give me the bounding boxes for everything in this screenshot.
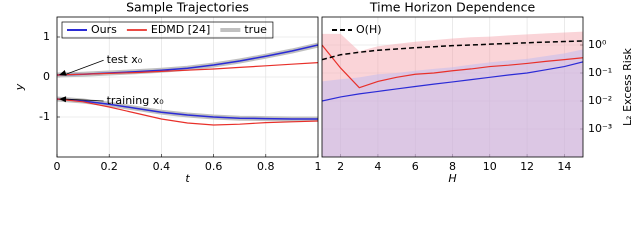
x-tick-label: 0: [54, 160, 61, 173]
series-line: [57, 62, 318, 76]
y-tick-label: 10⁻³: [588, 122, 612, 135]
legend-label: Ours: [91, 23, 117, 36]
series-line: [57, 98, 318, 120]
x-tick-label: 10: [483, 160, 497, 173]
annotation-arrow: [63, 59, 104, 76]
axes-frame: [56, 16, 319, 158]
x-tick-label: 4: [374, 160, 381, 173]
chart-title: Sample Trajectories: [126, 0, 249, 15]
x-tick-label: 1: [315, 160, 322, 173]
arrow-head: [59, 96, 67, 103]
x-tick-label: 14: [557, 160, 571, 173]
plot-area: [57, 42, 318, 126]
y-tick-label: 10⁻¹: [588, 66, 612, 79]
arrow-head: [59, 70, 67, 76]
figure: Sample Trajectories 0 0.2 0.4 0.6 0.8 1 -1 0 1 t y t…: [13, 0, 634, 182]
x-tick-label: 0.8: [257, 160, 275, 173]
legend-label: O(H): [356, 23, 382, 36]
legend-label: true: [244, 23, 267, 36]
x-tick-label: 8: [449, 160, 456, 173]
x-tick-label: 0.2: [100, 160, 118, 173]
y-tick-label: 0: [43, 70, 50, 83]
y-tick-label: -1: [39, 110, 50, 123]
error-band: [322, 49, 583, 157]
annotation-arrow: [63, 98, 104, 102]
y-axis-label: y: [13, 83, 26, 91]
legend-label: EDMD [24]: [151, 23, 210, 36]
y-axis-label: L₂ Excess Risk: [621, 47, 634, 126]
x-tick-label: 0.6: [205, 160, 223, 173]
error-band: [322, 31, 583, 157]
y-tick-label: 10⁻²: [588, 94, 612, 107]
series-line: [322, 44, 583, 89]
x-tick-label: 6: [412, 160, 419, 173]
y-tick-label: 1: [43, 30, 50, 43]
y-tick-label: 10⁰: [588, 38, 607, 51]
plot-area: [322, 31, 583, 157]
x-tick-label: 0.4: [153, 160, 171, 173]
axes-frame: [321, 16, 584, 158]
x-tick-label: 12: [520, 160, 534, 173]
annotation: test x₀: [107, 53, 143, 66]
x-axis-label: t: [185, 172, 190, 182]
annotation: training x₀: [107, 94, 165, 107]
chart-title: Time Horizon Dependence: [369, 0, 536, 15]
x-tick-label: 2: [337, 160, 344, 173]
legend-frame: [61, 21, 274, 39]
series-line: [57, 98, 318, 126]
series-line: [322, 40, 583, 61]
x-axis-label: H: [448, 172, 456, 182]
series-line: [322, 61, 583, 102]
